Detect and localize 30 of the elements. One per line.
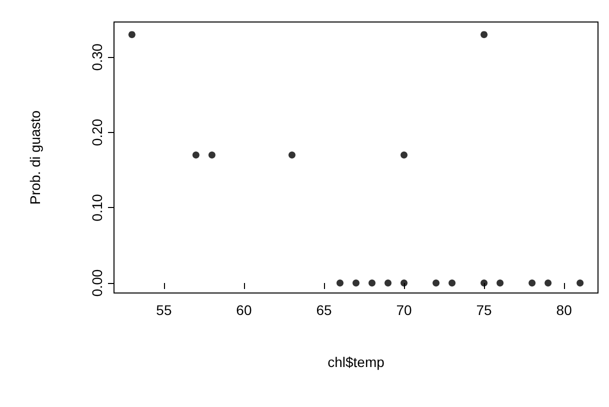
- y-tick-label: 0.30: [89, 43, 105, 71]
- y-axis-title: Prob. di guasto: [27, 110, 43, 205]
- point: [336, 279, 344, 286]
- x-tick-label: 60: [236, 302, 252, 318]
- point: [544, 279, 552, 286]
- x-tick-label: 70: [396, 302, 412, 318]
- point: [400, 152, 408, 159]
- point: [480, 279, 488, 286]
- x-axis-title: chl$temp: [328, 354, 385, 370]
- point: [528, 279, 536, 286]
- y-tick-label: 0.00: [89, 269, 105, 297]
- point: [496, 279, 504, 286]
- point: [208, 152, 216, 159]
- point: [352, 279, 360, 286]
- point: [400, 279, 408, 286]
- point: [432, 279, 440, 286]
- y-tick-label: 0.20: [89, 118, 105, 146]
- point: [480, 31, 488, 38]
- point: [576, 279, 584, 286]
- point: [448, 279, 456, 286]
- point: [288, 152, 296, 159]
- point: [368, 279, 376, 286]
- x-tick-label: 55: [156, 302, 172, 318]
- x-tick-label: 65: [316, 302, 332, 318]
- y-tick-label: 0.10: [89, 194, 105, 222]
- x-tick-label: 80: [556, 302, 572, 318]
- point: [128, 31, 136, 38]
- x-tick-label: 75: [476, 302, 492, 318]
- point: [192, 152, 200, 159]
- point: [384, 279, 392, 286]
